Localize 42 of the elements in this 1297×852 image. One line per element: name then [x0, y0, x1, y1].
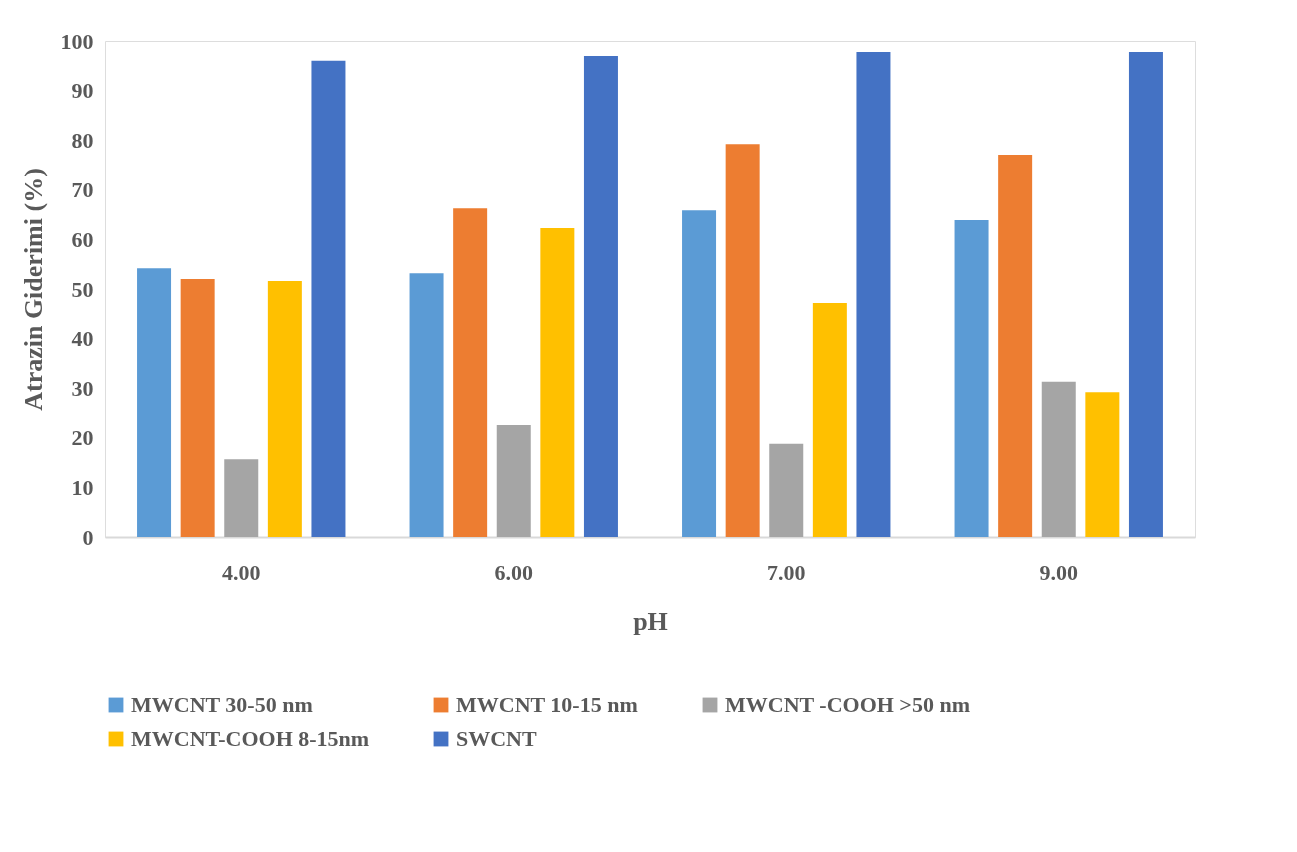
bar: [769, 443, 804, 537]
x-tick-label: 6.00: [494, 559, 533, 585]
bar: [453, 208, 488, 537]
legend-label: MWCNT -COOH >50 nm: [725, 692, 970, 717]
x-tick-label: 7.00: [767, 559, 806, 585]
bar: [682, 210, 717, 537]
y-tick-label: 60: [71, 226, 94, 252]
y-tick-label: 20: [71, 425, 94, 451]
legend-label: MWCNT-COOH 8-15nm: [131, 726, 370, 751]
bar: [496, 424, 531, 537]
y-tick-label: 100: [60, 28, 94, 54]
bar: [998, 155, 1033, 537]
bar: [583, 55, 618, 537]
bar: [812, 302, 847, 537]
y-tick-label: 10: [71, 474, 94, 500]
bar: [409, 273, 444, 537]
y-tick-label: 0: [82, 524, 94, 550]
bar: [311, 60, 346, 537]
bar: [1041, 381, 1076, 537]
bar: [540, 227, 575, 537]
y-tick-label: 40: [71, 326, 94, 352]
bar: [725, 144, 760, 537]
legend-label: MWCNT 10-15 nm: [456, 692, 638, 717]
bar: [856, 51, 891, 537]
y-tick-label: 30: [71, 375, 94, 401]
bar: [1085, 392, 1120, 537]
x-axis-title: pH: [633, 606, 668, 636]
bar: [1128, 51, 1163, 537]
legend-label: MWCNT 30-50 nm: [131, 692, 313, 717]
bar: [180, 279, 215, 537]
bar: [954, 220, 989, 537]
legend-label: SWCNT: [456, 726, 538, 751]
bar: [137, 268, 172, 537]
y-axis-title: Atrazin Giderimi (%): [18, 168, 48, 411]
x-tick-label: 4.00: [222, 559, 261, 585]
x-tick-label: 9.00: [1039, 559, 1078, 585]
bar: [224, 459, 259, 537]
bar: [267, 281, 302, 537]
y-tick-label: 50: [71, 276, 94, 302]
y-tick-label: 70: [71, 177, 94, 203]
y-tick-label: 90: [71, 78, 94, 104]
y-tick-label: 80: [71, 127, 94, 153]
